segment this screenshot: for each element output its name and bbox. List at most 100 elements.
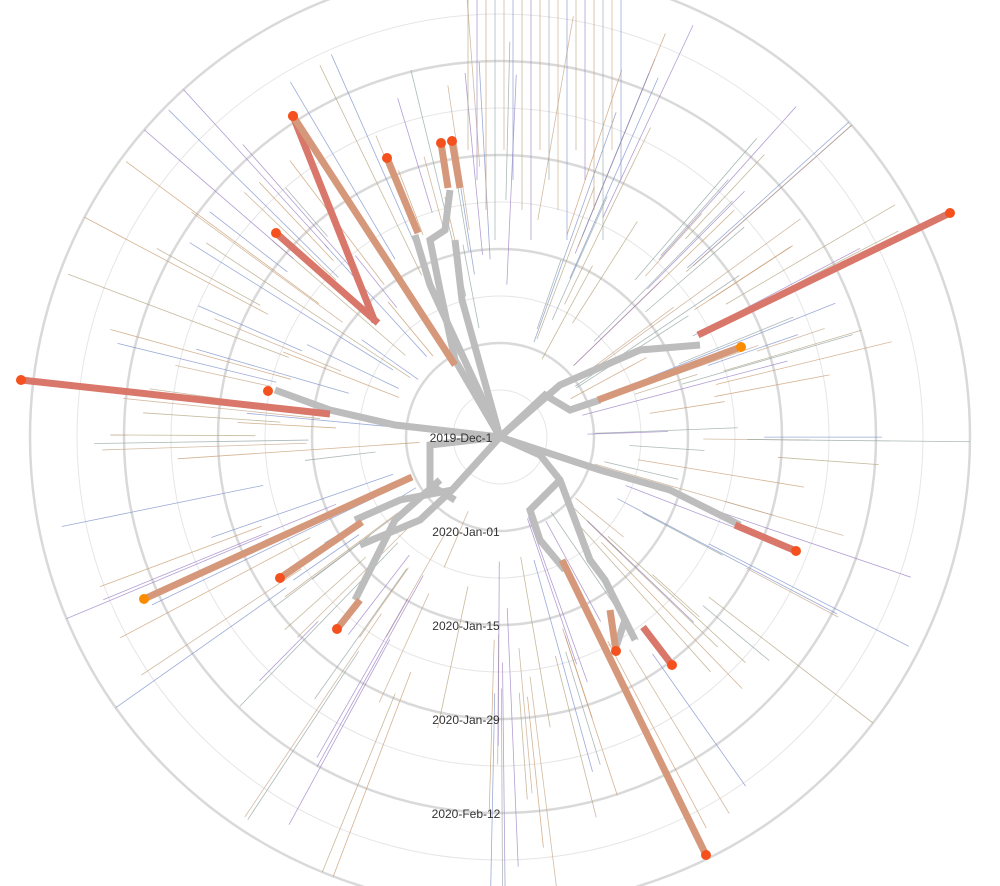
minor-ring [358,295,642,579]
trunk-branch [497,390,602,440]
leaf-branch [99,525,262,588]
tip-marker [332,624,342,634]
highlighted-branch [273,230,381,326]
leaf-branch [686,121,850,269]
leaf-branch [658,106,797,260]
leaf-branch [707,334,799,366]
highlighted-branch [278,519,364,581]
leaf-branch [488,639,495,810]
leaf-branch [103,503,337,601]
leaf-branch [756,328,825,352]
tip-marker [701,850,711,860]
tip-marker [611,646,621,656]
leaf-branch [527,696,544,848]
highlighted-branch [383,156,422,235]
leaf-branch [714,374,830,397]
highlighted-branch [606,609,620,652]
highlighted-branch [437,142,452,189]
minor-ring [264,201,736,673]
leaf-branch [591,306,675,369]
leaf-branch [581,73,650,237]
leaf-branch [777,456,879,466]
leaf-branch [168,109,339,278]
major-ring [404,341,596,533]
time-label-2020-jan-29: 2020-Jan-29 [432,713,500,727]
highlighted-branch [448,140,464,189]
leaf-branch [143,412,281,423]
leaf-branch [94,439,309,444]
leaf-branch [110,434,256,437]
leaf-branch [284,512,399,598]
leaf-branch [306,344,399,389]
leaf-branch [398,170,424,235]
tip-marker [139,594,149,604]
leaf-branch [293,534,360,581]
leaf-branch [528,516,588,683]
leaf-branch [594,427,738,434]
leaf-branch [209,211,288,273]
leaf-branch [141,568,302,676]
leaf-branch [686,124,852,273]
leaf-branch [423,156,443,226]
leaf-branch [685,154,765,240]
leaf-branch [243,191,337,281]
tip-marker [447,136,457,146]
leaf-branch [607,535,746,663]
leaf-branch [529,676,557,886]
leaf-branch [359,567,409,638]
leaf-branch [634,373,698,395]
leaf-branch [385,532,446,638]
leaf-branch [575,497,624,538]
leaf-branch [68,273,289,358]
leaf-branch [642,512,723,556]
leaf-branch [378,593,430,703]
leaf-branch [594,218,801,369]
leaf-branch [518,648,533,794]
leaf-branch [314,568,408,700]
leaf-branch [506,608,519,867]
leaf-branch [189,242,394,371]
highlighted-branch [696,209,952,339]
leaf-branch [319,65,423,276]
highlighted-branch [640,624,675,668]
leaf-branch [387,301,434,357]
time-rings [28,0,972,886]
leaf-branch [652,574,700,618]
leaf-branch [647,190,745,290]
leaf-branch [447,85,470,230]
leaf-branch [501,688,503,886]
tip-marker [667,660,677,670]
leaf-branch [66,533,269,620]
leaf-branch [258,182,334,261]
highlighted-lineages [16,111,955,860]
trunk-branch [411,233,504,439]
leaf-branch [629,649,730,814]
leaf-branch [316,575,424,768]
time-label-2019-dec-1: 2019-Dec-1 [430,431,493,445]
leaf-branch [497,561,500,746]
leaf-branch [144,129,294,259]
highlighted-branch [733,521,798,555]
time-label-2020-jan-01: 2020-Jan-01 [432,525,500,539]
leaf-branch [533,112,617,343]
leaf-branch [284,556,367,630]
leaf-branch [746,567,839,618]
leaf-branch [634,138,758,281]
leaf-branch [125,161,320,304]
leaf-branch [652,653,746,787]
leaf-branch [537,16,574,220]
leaf-branch [282,351,400,398]
leaf-branch [647,302,836,379]
leaf-branch [724,500,844,536]
time-axis-labels: 2019-Dec-1 2020-Jan-01 2020-Jan-15 2020-… [430,431,501,821]
leaf-branch [288,639,391,825]
leaf-branch [580,526,711,673]
leaf-branch [587,431,669,435]
leaf-branch [564,127,651,305]
tip-marker [288,111,298,121]
leaf-branch [637,459,805,488]
leaf-branch [582,360,788,416]
leaf-branch [151,497,376,606]
leaf-branch [321,693,396,873]
